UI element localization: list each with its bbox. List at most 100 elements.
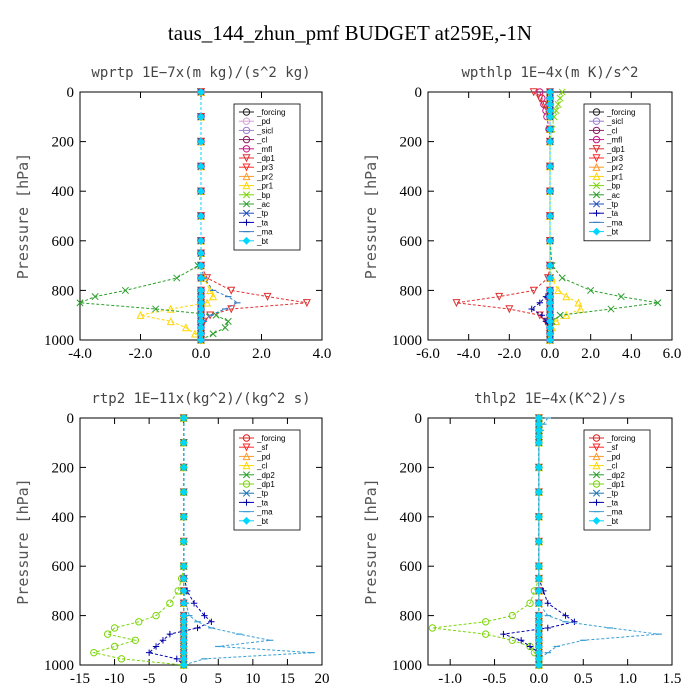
y-tick-label: 1000 <box>44 333 74 349</box>
series-bt <box>535 414 543 669</box>
legend-label: _ma <box>606 218 623 227</box>
legend-label: _ta <box>606 498 619 507</box>
data-point <box>179 574 188 583</box>
legend-marker <box>592 145 601 154</box>
data-point <box>546 112 554 121</box>
legend-marker <box>593 499 600 506</box>
panel-title: rtp2 1E−11x(kg^2)/(kg^2 s) <box>91 391 310 407</box>
legend-marker <box>592 443 601 452</box>
data-point <box>546 261 554 270</box>
series-dp1 <box>90 414 188 669</box>
data-point <box>607 305 615 313</box>
data-point <box>546 274 554 282</box>
y-axis-label: Pressure [hPa] <box>362 153 380 279</box>
legend-label: _dp1 <box>606 480 625 489</box>
legend-label: _sf <box>606 443 618 452</box>
data-point <box>517 637 525 644</box>
legend-marker <box>242 461 251 470</box>
data-point <box>179 438 188 447</box>
legend-label: _tp <box>256 489 269 498</box>
data-point <box>103 630 112 638</box>
legend-label: _pr2 <box>606 163 624 172</box>
data-point <box>574 298 583 307</box>
legend-label: _dp1 <box>606 145 625 154</box>
legend-marker <box>592 480 601 488</box>
legend-marker <box>592 434 601 442</box>
legend: _forcing_sf_pd_cl_dp2_dp1_tp_ta_ma_bt <box>583 429 651 531</box>
plot-frame <box>79 417 323 666</box>
legend-marker <box>242 117 251 125</box>
legend-marker <box>242 126 251 135</box>
data-point <box>224 317 232 325</box>
data-point <box>539 100 548 109</box>
data-point <box>166 599 174 607</box>
data-point <box>481 630 490 638</box>
y-tick-label: 200 <box>52 460 75 476</box>
legend-label: _mfl <box>256 145 272 154</box>
data-point <box>136 310 145 319</box>
data-point <box>197 249 205 258</box>
legend-marker <box>592 452 601 461</box>
data-point <box>209 292 218 301</box>
data-point <box>562 612 569 619</box>
data-point <box>558 274 566 282</box>
legend-label: _cl <box>606 126 617 135</box>
data-point <box>535 574 543 583</box>
legend-marker <box>242 191 251 199</box>
data-point <box>152 611 160 620</box>
x-tick-label: -0.5 <box>483 671 507 687</box>
y-tick-label: 400 <box>400 510 423 526</box>
data-point <box>197 274 205 282</box>
legend-label: _ac <box>606 191 620 200</box>
legend-label: _ma <box>256 228 273 237</box>
legend-marker <box>242 443 251 452</box>
legend-label: _pd <box>256 117 270 126</box>
legend-label: _ta <box>606 209 619 218</box>
legend-marker <box>242 480 251 488</box>
x-tick-label: -5 <box>143 671 156 687</box>
data-point <box>428 624 437 632</box>
data-point <box>529 286 538 295</box>
legend-label: _forcing <box>256 108 285 117</box>
x-tick-label: 0.0 <box>192 346 211 362</box>
data-point <box>209 330 217 338</box>
legend-marker <box>592 516 601 525</box>
data-point <box>227 286 236 295</box>
x-tick-label: -2.0 <box>497 346 521 362</box>
x-tick-label: 10 <box>245 671 260 687</box>
y-tick-label: 200 <box>52 135 75 151</box>
legend-marker <box>242 434 251 442</box>
x-tick-label: -2.0 <box>129 346 153 362</box>
data-point <box>617 293 625 301</box>
y-tick-label: 600 <box>52 559 75 575</box>
legend-label: _bt <box>606 517 619 526</box>
data-point <box>194 624 201 632</box>
data-point <box>535 562 543 571</box>
data-point <box>505 305 514 314</box>
y-tick-label: 800 <box>400 609 423 625</box>
legend-label: _bt <box>256 517 269 526</box>
data-point <box>179 488 188 497</box>
data-point <box>201 612 208 619</box>
legend-marker <box>242 236 251 245</box>
data-point <box>558 88 566 96</box>
data-point <box>500 630 507 638</box>
x-tick-label: -1.0 <box>438 671 462 687</box>
legend-marker <box>243 219 250 226</box>
data-point <box>166 317 175 326</box>
legend-marker <box>242 163 251 172</box>
legend-label: _sicl <box>256 126 273 135</box>
data-point <box>452 299 461 308</box>
data-point <box>208 618 215 625</box>
series-line <box>91 418 185 666</box>
legend-label: _bt <box>606 228 619 237</box>
legend-marker <box>592 489 601 497</box>
y-tick-label: 1000 <box>44 658 74 674</box>
y-tick-label: 400 <box>400 184 423 200</box>
x-tick-label: 15 <box>280 671 295 687</box>
legend-label: _pr2 <box>256 172 274 181</box>
data-point <box>546 236 554 245</box>
data-point <box>302 299 311 308</box>
legend-label: _tp <box>606 489 619 498</box>
legend-marker <box>592 162 601 171</box>
